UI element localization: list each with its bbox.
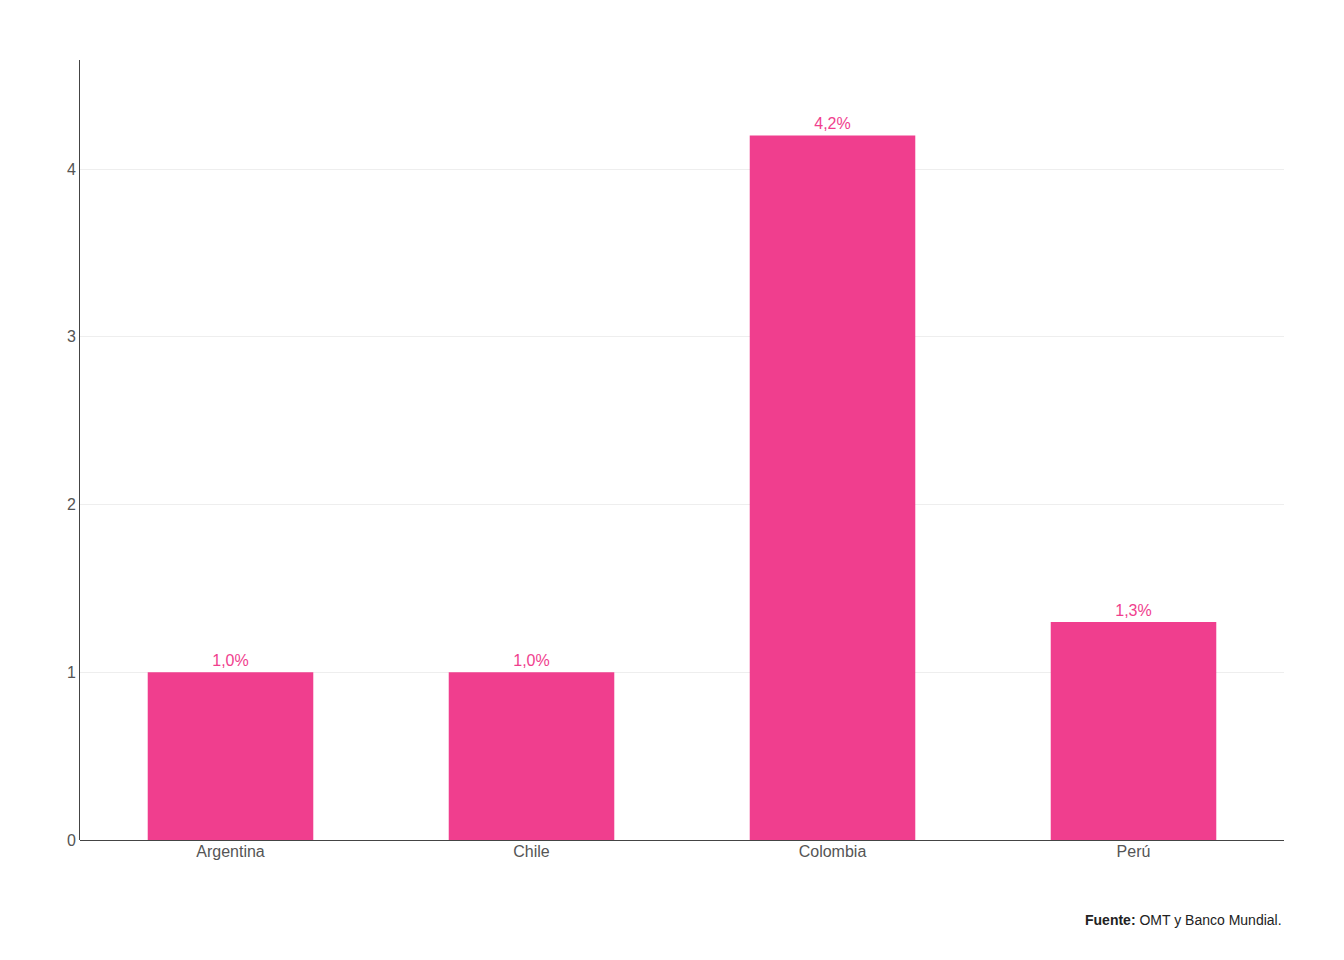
svg-text:Argentina: Argentina <box>196 843 265 860</box>
svg-text:Chile: Chile <box>513 843 550 860</box>
svg-text:2: 2 <box>67 496 76 513</box>
svg-text:Fuente: OMT y Banco Mundial.: Fuente: OMT y Banco Mundial. <box>1085 912 1282 928</box>
svg-text:1,3%: 1,3% <box>1115 602 1151 619</box>
svg-text:1: 1 <box>67 664 76 681</box>
svg-text:1,0%: 1,0% <box>212 652 248 669</box>
svg-text:4,2%: 4,2% <box>814 115 850 132</box>
svg-text:0: 0 <box>67 832 76 849</box>
svg-text:3: 3 <box>67 328 76 345</box>
svg-text:Perú: Perú <box>1117 843 1151 860</box>
svg-text:1,0%: 1,0% <box>513 652 549 669</box>
svg-text:4: 4 <box>67 161 76 178</box>
svg-text:Colombia: Colombia <box>799 843 867 860</box>
